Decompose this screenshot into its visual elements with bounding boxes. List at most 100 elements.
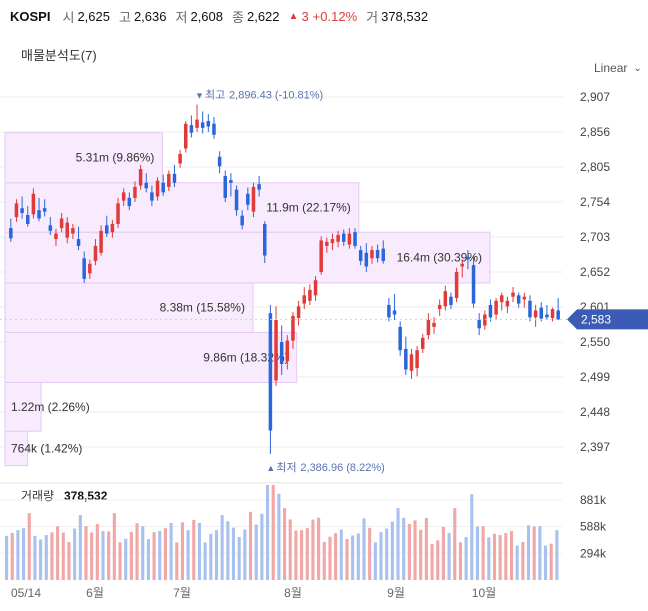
candle-body bbox=[93, 245, 98, 262]
volume-bar bbox=[543, 545, 548, 580]
volume-bar bbox=[373, 542, 377, 580]
candle-body bbox=[533, 310, 538, 318]
candle-body bbox=[353, 232, 357, 246]
candle-body bbox=[251, 186, 256, 212]
candle-body bbox=[550, 309, 555, 318]
volume-bar bbox=[453, 508, 457, 580]
volume-bar bbox=[470, 494, 474, 580]
volume-bar bbox=[300, 530, 304, 580]
price-tick-label: 2,397 bbox=[580, 440, 610, 454]
candle-body bbox=[127, 197, 132, 207]
price-tick-label: 2,499 bbox=[580, 370, 610, 384]
candle-body bbox=[82, 258, 86, 279]
volume-bar bbox=[464, 537, 468, 580]
chevron-down-icon: ⌄ bbox=[633, 62, 642, 74]
volume-bar bbox=[5, 535, 9, 580]
candle-body bbox=[167, 173, 171, 187]
volume-bar bbox=[526, 525, 531, 580]
candle-body bbox=[325, 241, 329, 246]
candle-body bbox=[545, 314, 549, 318]
volume-bar bbox=[317, 517, 321, 580]
volume-bars: 거래량 378,532 294k 588k 881k bbox=[0, 482, 607, 580]
volume-bar bbox=[396, 508, 400, 580]
volume-bar bbox=[248, 511, 253, 580]
volume-bar bbox=[203, 542, 207, 580]
candle-body bbox=[313, 280, 318, 296]
indicator-label[interactable]: 매물분석도(7) bbox=[21, 48, 97, 63]
current-price-tag bbox=[567, 309, 648, 330]
x-tick-label: 7월 bbox=[173, 586, 191, 600]
profile-bar bbox=[4, 331, 298, 383]
symbol-name: KOSPI bbox=[10, 8, 51, 24]
candle-body bbox=[217, 156, 222, 167]
low-value: 2,608 bbox=[190, 8, 224, 24]
candle-body bbox=[409, 354, 414, 371]
candle-body bbox=[483, 314, 487, 326]
volume-bar bbox=[44, 535, 48, 580]
candle-body bbox=[522, 296, 527, 300]
change-percent: +0.12% bbox=[312, 8, 358, 24]
volume-bar bbox=[209, 533, 213, 580]
volume-bar bbox=[504, 533, 508, 580]
volume-bar bbox=[124, 538, 128, 580]
volume-profile: 764k (1.42%) 1.22m (2.26%) 9.86m (18.32%) 8… bbox=[4, 132, 491, 467]
candle-body bbox=[144, 182, 148, 189]
candle-body bbox=[460, 263, 464, 267]
candle-body bbox=[539, 307, 543, 319]
volume-bar bbox=[430, 544, 434, 580]
price-tick-label: 2,448 bbox=[580, 405, 610, 419]
candle-body bbox=[59, 218, 64, 229]
candle-body bbox=[178, 153, 182, 164]
profile-bar bbox=[4, 381, 42, 432]
candle-body bbox=[415, 350, 419, 369]
up-triangle-icon: ▲ bbox=[266, 463, 275, 473]
candle-body bbox=[54, 233, 58, 240]
profile-label: 9.86m (18.32%) bbox=[203, 350, 288, 364]
volume-bar bbox=[152, 532, 156, 580]
volume-bar bbox=[226, 521, 230, 580]
volume-bar bbox=[424, 518, 428, 580]
scale-mode-label: Linear bbox=[594, 61, 628, 75]
volume-bar bbox=[407, 524, 411, 580]
volume-bar bbox=[322, 542, 326, 580]
volume-bar bbox=[84, 526, 88, 580]
scale-dropdown[interactable]: Linear ⌄ bbox=[594, 61, 642, 75]
price-tick-label: 2,856 bbox=[580, 125, 610, 139]
profile-label: 1.22m (2.26%) bbox=[11, 400, 90, 414]
candle-body bbox=[285, 340, 290, 362]
volume-bar bbox=[141, 526, 145, 580]
volume-bar bbox=[175, 542, 179, 580]
candle-body bbox=[150, 192, 154, 201]
volume-bar bbox=[271, 485, 275, 580]
volume-bar bbox=[95, 524, 99, 580]
candle-body bbox=[20, 208, 24, 213]
volume-bar bbox=[39, 539, 43, 580]
candle-body bbox=[358, 250, 363, 262]
candle-body bbox=[556, 310, 560, 320]
volume-bar bbox=[436, 540, 440, 580]
profile-bar bbox=[4, 182, 360, 233]
close-label: 종 bbox=[232, 9, 244, 25]
price-tick-label: 2,652 bbox=[580, 265, 610, 279]
open-label: 시 bbox=[62, 9, 75, 25]
candle-body bbox=[240, 215, 244, 226]
candle-body bbox=[257, 184, 261, 190]
candle-body bbox=[48, 225, 53, 231]
candle-body bbox=[31, 193, 36, 215]
axes: 2,3972,4482,4992,5502,6012,6522,7032,754… bbox=[11, 90, 610, 600]
volume-tick-label: 294k bbox=[580, 546, 607, 560]
volume-bar bbox=[538, 526, 542, 580]
volume-bar bbox=[22, 528, 26, 580]
x-tick-label: 8월 bbox=[284, 586, 302, 600]
candle-body bbox=[184, 123, 188, 149]
change-value: 3 bbox=[301, 8, 309, 24]
volume-bar bbox=[192, 520, 196, 580]
volume-bar bbox=[260, 513, 264, 580]
volume-bar bbox=[186, 530, 190, 580]
open-value: 2,625 bbox=[77, 8, 110, 24]
candle-body bbox=[319, 240, 323, 272]
close-value: 2,622 bbox=[246, 8, 280, 24]
candle-body bbox=[375, 250, 380, 259]
volume-bar bbox=[265, 485, 270, 580]
